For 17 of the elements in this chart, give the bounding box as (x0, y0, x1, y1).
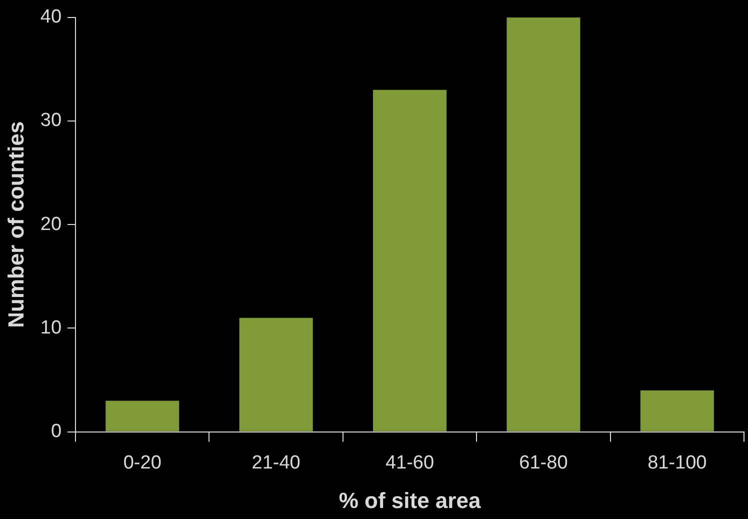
bar (373, 90, 447, 432)
x-axis-title: % of site area (338, 488, 482, 513)
x-tick-label: 21-40 (252, 452, 300, 474)
y-tick-label: 20 (40, 214, 62, 235)
bar (106, 400, 180, 432)
y-tick-label: 30 (40, 110, 62, 132)
y-axis-title: Number of counties (3, 121, 28, 328)
bar (506, 17, 580, 432)
bar (640, 390, 714, 432)
x-tick-label: 0-20 (123, 452, 162, 474)
y-tick-label: 40 (40, 6, 62, 28)
y-tick-label: 10 (40, 317, 62, 338)
x-tick-label: 61-80 (519, 452, 568, 474)
y-tick-label: 0 (50, 421, 62, 442)
bar (239, 318, 313, 432)
x-tick-label: 81-100 (648, 452, 707, 474)
x-tick-label: 41-60 (385, 452, 434, 474)
